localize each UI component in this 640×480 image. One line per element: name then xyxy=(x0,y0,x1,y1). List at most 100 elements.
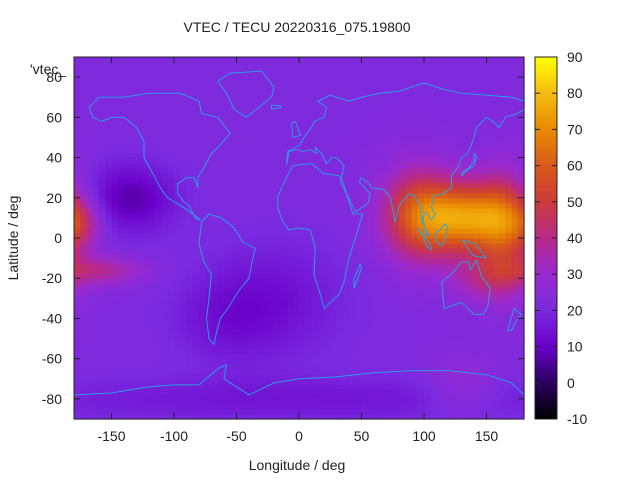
heatmap-cell xyxy=(174,227,181,234)
heatmap-cell xyxy=(280,338,288,345)
heatmap-cell xyxy=(461,288,469,294)
heatmap-cell xyxy=(392,358,400,365)
heatmap-cell xyxy=(461,117,469,123)
heatmap-cell xyxy=(480,368,488,375)
heatmap-cell xyxy=(99,253,106,259)
heatmap-cell xyxy=(436,243,444,249)
heatmap-cell xyxy=(242,82,250,88)
heatmap-cell xyxy=(336,77,344,83)
heatmap-cell xyxy=(211,293,219,299)
heatmap-cell xyxy=(86,167,94,174)
heatmap-cell xyxy=(274,263,281,269)
heatmap-cell xyxy=(474,117,481,123)
heatmap-cell xyxy=(467,343,475,350)
heatmap-cell xyxy=(286,238,294,244)
heatmap-cell xyxy=(330,278,338,284)
heatmap-cell xyxy=(80,243,88,249)
heatmap-cell xyxy=(249,192,256,199)
heatmap-cell xyxy=(167,142,175,149)
heatmap-cell xyxy=(299,87,306,93)
heatmap-cell xyxy=(424,338,431,345)
heatmap-cell xyxy=(192,263,200,269)
heatmap-cell xyxy=(149,253,156,259)
heatmap-cell xyxy=(105,202,113,209)
heatmap-cell xyxy=(111,202,119,209)
heatmap-cell xyxy=(180,67,188,73)
heatmap-cell xyxy=(261,378,269,385)
heatmap-cell xyxy=(467,278,475,284)
heatmap-cell xyxy=(217,358,225,365)
heatmap-cell xyxy=(361,318,369,325)
heatmap-cell xyxy=(117,358,125,365)
heatmap-cell xyxy=(117,122,125,128)
heatmap-cell xyxy=(142,353,150,360)
heatmap-cell xyxy=(224,328,231,335)
heatmap-cell xyxy=(486,323,494,330)
heatmap-cell xyxy=(430,137,438,144)
heatmap-cell xyxy=(149,157,156,164)
heatmap-cell xyxy=(417,298,425,304)
heatmap-cell xyxy=(155,393,163,400)
heatmap-cell xyxy=(392,187,400,194)
heatmap-cell xyxy=(211,393,219,400)
heatmap-cell xyxy=(511,77,519,83)
heatmap-cell xyxy=(305,162,313,169)
heatmap-cell xyxy=(142,288,150,294)
heatmap-cell xyxy=(361,348,369,355)
heatmap-cell xyxy=(174,72,181,78)
heatmap-cell xyxy=(336,142,344,149)
heatmap-cell xyxy=(342,232,350,239)
heatmap-cell xyxy=(199,172,206,179)
heatmap-cell xyxy=(480,298,488,304)
heatmap-cell xyxy=(205,253,213,259)
heatmap-cell xyxy=(167,278,175,284)
heatmap-cell xyxy=(392,72,400,78)
heatmap-cell xyxy=(367,162,375,169)
heatmap-cell xyxy=(242,127,250,134)
heatmap-cell xyxy=(280,222,288,229)
heatmap-cell xyxy=(167,413,175,420)
heatmap-cell xyxy=(324,172,331,179)
heatmap-cell xyxy=(486,212,494,219)
heatmap-cell xyxy=(99,222,106,229)
heatmap-cell xyxy=(167,147,175,154)
heatmap-cell xyxy=(267,167,275,174)
heatmap-cell xyxy=(392,137,400,144)
heatmap-cell xyxy=(261,102,269,108)
heatmap-cell xyxy=(92,117,100,123)
heatmap-cell xyxy=(517,157,525,164)
heatmap-cell xyxy=(105,398,113,405)
heatmap-cell xyxy=(224,207,231,214)
heatmap-cell xyxy=(80,127,88,134)
heatmap-cell xyxy=(230,408,238,415)
heatmap-cell xyxy=(161,127,169,134)
heatmap-cell xyxy=(192,122,200,128)
heatmap-cell xyxy=(405,393,413,400)
heatmap-cell xyxy=(224,343,231,350)
heatmap-cell xyxy=(449,248,456,254)
heatmap-cell xyxy=(130,353,138,360)
heatmap-cell xyxy=(467,172,475,179)
heatmap-cell xyxy=(486,273,494,279)
heatmap-cell xyxy=(324,217,331,224)
heatmap-cell xyxy=(199,197,206,204)
heatmap-cell xyxy=(436,373,444,380)
heatmap-cell xyxy=(80,293,88,299)
heatmap-cell xyxy=(361,157,369,164)
heatmap-cell xyxy=(255,263,263,269)
heatmap-cell xyxy=(324,127,331,134)
heatmap-cell xyxy=(249,172,256,179)
heatmap-cell xyxy=(80,268,88,274)
heatmap-cell xyxy=(474,127,481,134)
heatmap-cell xyxy=(111,197,119,204)
heatmap-cell xyxy=(505,147,513,154)
heatmap-cell xyxy=(324,408,331,415)
heatmap-cell xyxy=(217,343,225,350)
heatmap-cell xyxy=(142,187,150,194)
heatmap-cell xyxy=(436,413,444,420)
heatmap-cell xyxy=(174,253,181,259)
heatmap-cell xyxy=(349,238,356,244)
heatmap-cell xyxy=(267,368,275,375)
heatmap-cell xyxy=(192,283,200,289)
heatmap-cell xyxy=(517,413,525,420)
